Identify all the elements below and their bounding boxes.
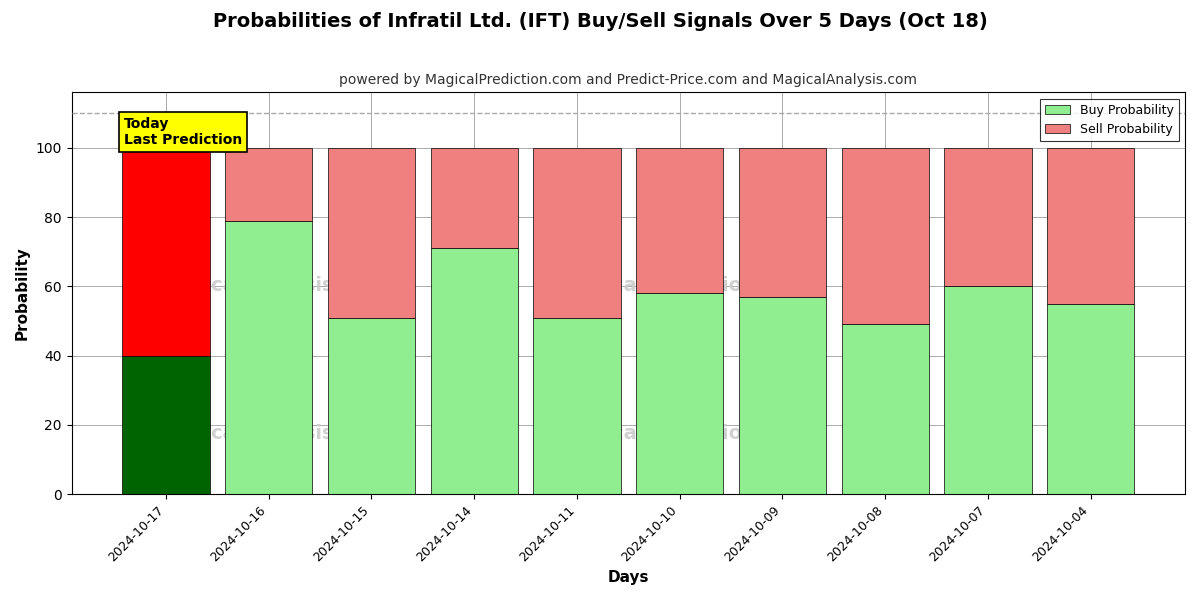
Text: MagicalAnalysis.com: MagicalAnalysis.com: [158, 424, 386, 443]
Y-axis label: Probability: Probability: [16, 247, 30, 340]
Bar: [431, 148, 518, 248]
Bar: [226, 221, 312, 494]
Title: powered by MagicalPrediction.com and Predict-Price.com and MagicalAnalysis.com: powered by MagicalPrediction.com and Pre…: [340, 73, 917, 87]
Text: Probabilities of Infratil Ltd. (IFT) Buy/Sell Signals Over 5 Days (Oct 18): Probabilities of Infratil Ltd. (IFT) Buy…: [212, 12, 988, 31]
Bar: [431, 248, 518, 494]
Text: MagicalPrediction.com: MagicalPrediction.com: [559, 424, 809, 443]
Bar: [739, 148, 826, 297]
Bar: [1048, 304, 1134, 494]
Bar: [533, 317, 620, 494]
Bar: [328, 317, 415, 494]
Bar: [841, 148, 929, 325]
Bar: [944, 286, 1032, 494]
Bar: [841, 325, 929, 494]
Legend: Buy Probability, Sell Probability: Buy Probability, Sell Probability: [1040, 98, 1178, 141]
Bar: [944, 148, 1032, 286]
Bar: [226, 148, 312, 221]
Bar: [739, 297, 826, 494]
Text: Today
Last Prediction: Today Last Prediction: [125, 116, 242, 147]
Bar: [636, 293, 724, 494]
Text: MagicalPrediction.com: MagicalPrediction.com: [559, 276, 809, 295]
Bar: [122, 356, 210, 494]
Bar: [1048, 148, 1134, 304]
X-axis label: Days: Days: [607, 570, 649, 585]
Bar: [328, 148, 415, 317]
Text: MagicalAnalysis.com: MagicalAnalysis.com: [158, 276, 386, 295]
Bar: [636, 148, 724, 293]
Bar: [533, 148, 620, 317]
Bar: [122, 148, 210, 356]
